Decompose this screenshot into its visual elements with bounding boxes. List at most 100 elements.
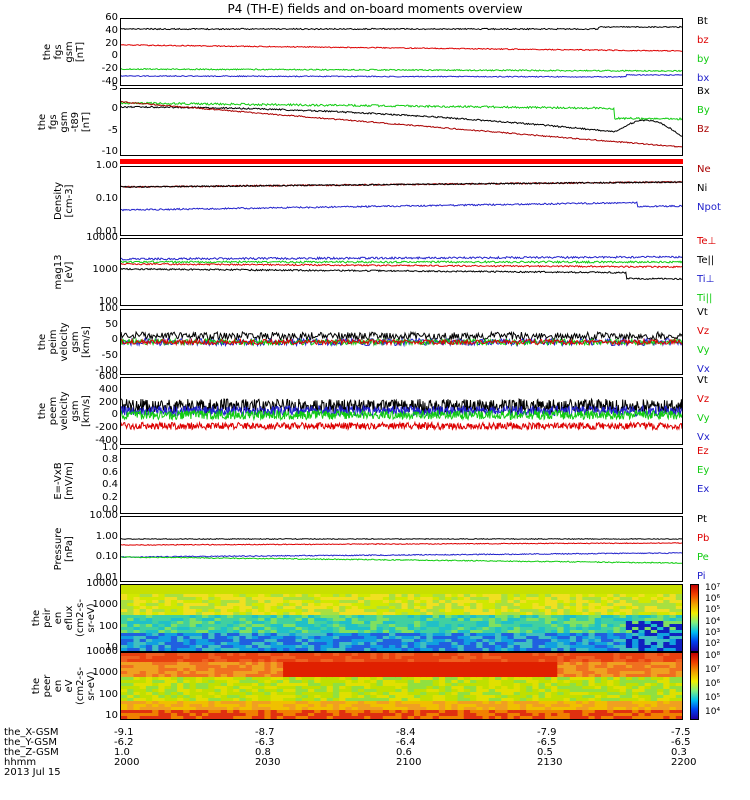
spectrogram-cell <box>544 674 552 678</box>
spectrogram-cell <box>414 653 421 657</box>
spectrogram-cell <box>588 707 596 711</box>
spectrogram-cell <box>476 698 484 702</box>
spectrogram-cell <box>127 680 134 684</box>
spectrogram-cell <box>625 683 633 687</box>
spectrogram-cell <box>202 716 209 719</box>
plot-panel-10 <box>120 652 683 720</box>
spectrogram-cell <box>177 636 184 640</box>
spectrogram-cell <box>414 686 421 690</box>
spectrogram-cell <box>601 609 608 613</box>
spectrogram-cell <box>669 716 677 719</box>
spectrogram-cell <box>457 591 465 595</box>
spectrogram-cell <box>495 686 502 690</box>
y-axis-label: the fgs gsm -t89 [nT] <box>36 111 92 133</box>
spectrogram-cell <box>270 710 278 714</box>
spectrogram-cell <box>158 656 166 660</box>
y-tick-label: 0 <box>111 103 118 115</box>
spectrogram-cell <box>220 653 228 657</box>
spectrogram-cell <box>382 591 390 595</box>
spectrogram-cell <box>625 603 633 607</box>
spectrogram-cell <box>532 636 540 640</box>
spectrogram-cell <box>351 683 359 687</box>
ephemeris-value: 0.5 <box>537 747 553 758</box>
spectrogram-cell <box>613 713 621 717</box>
spectrogram-cell <box>133 677 141 681</box>
spectrogram-cell <box>121 662 128 666</box>
spectrogram-cell <box>532 594 540 598</box>
spectrogram-cell <box>283 624 290 628</box>
spectrogram-cell <box>233 671 240 675</box>
spectrogram-cell <box>214 606 222 610</box>
spectrogram-cell <box>532 677 540 681</box>
spectrogram-cell <box>619 639 627 643</box>
spectrogram-cell <box>164 671 172 675</box>
spectrogram-cell <box>245 677 253 681</box>
spectrogram-cell <box>189 683 197 687</box>
spectrogram-cell <box>526 653 533 657</box>
spectrogram-cell <box>389 585 396 589</box>
spectrogram-cell <box>276 642 284 646</box>
spectrogram-cell <box>395 633 403 637</box>
spectrogram-cell <box>445 683 452 687</box>
spectrogram-cell <box>158 653 166 657</box>
spectrogram-cell <box>121 639 128 643</box>
spectrogram-cell <box>613 636 621 640</box>
spectrogram-cell <box>164 716 172 719</box>
spectrogram-cell <box>569 609 577 613</box>
spectrogram-cell <box>208 618 216 622</box>
spectrogram-cell <box>220 633 228 637</box>
spectrogram-cell <box>314 585 321 589</box>
spectrogram-cell <box>551 686 558 690</box>
spectrogram-cell <box>576 701 583 705</box>
panel-plot-area <box>121 537 682 564</box>
spectrogram-cell <box>233 692 240 696</box>
spectrogram-cell <box>389 615 396 619</box>
spectrogram-cell <box>326 594 334 598</box>
spectrogram-cell <box>563 662 571 666</box>
spectrogram-cell <box>488 615 496 619</box>
spectrogram-cell <box>227 648 234 651</box>
spectrogram-cell <box>239 621 247 625</box>
spectrogram-cell <box>470 656 477 660</box>
spectrogram-cell <box>308 615 315 619</box>
spectrogram-cell <box>357 704 365 708</box>
spectrogram-cell <box>663 704 671 708</box>
spectrogram-cell <box>576 609 583 613</box>
spectrogram-cell <box>382 710 390 714</box>
spectrogram-cell <box>295 662 303 666</box>
spectrogram-cell <box>389 665 396 669</box>
spectrogram-cell <box>544 612 552 616</box>
spectrogram-cell <box>345 591 353 595</box>
spectrogram-cell <box>233 594 240 598</box>
spectrogram-cell <box>438 588 446 592</box>
spectrogram-cell <box>432 716 440 719</box>
y-tick-label: 10 <box>105 710 118 721</box>
spectrogram-cell <box>488 704 496 708</box>
spectrogram-cell <box>314 606 321 610</box>
spectrogram-cell <box>438 591 446 595</box>
spectrogram-cell <box>389 594 396 598</box>
spectrogram-cell <box>457 618 465 622</box>
spectrogram-cell <box>177 645 184 649</box>
spectrogram-cell <box>195 659 203 663</box>
spectrogram-cell <box>270 609 278 613</box>
spectrogram-cell <box>482 704 490 708</box>
spectrogram-cell <box>407 689 415 693</box>
spectrogram-cell <box>245 600 253 604</box>
spectrogram-cell <box>657 594 664 598</box>
spectrogram-cell <box>420 630 427 634</box>
spectrogram-cell <box>183 624 191 628</box>
spectrogram-cell <box>513 707 521 711</box>
spectrogram-cell <box>382 692 390 696</box>
spectrogram-cell <box>283 639 290 643</box>
spectrogram-cell <box>233 609 240 613</box>
spectrogram-cell <box>170 692 178 696</box>
spectrogram-cell <box>544 683 552 687</box>
spectrogram-cell <box>551 677 558 681</box>
ephemeris-value: -6.4 <box>396 737 416 748</box>
spectrogram-cell <box>245 630 253 634</box>
spectrogram-cell <box>289 612 297 616</box>
spectrogram-cell <box>245 698 253 702</box>
spectrogram-cell <box>594 624 602 628</box>
spectrogram-cell <box>295 659 303 663</box>
